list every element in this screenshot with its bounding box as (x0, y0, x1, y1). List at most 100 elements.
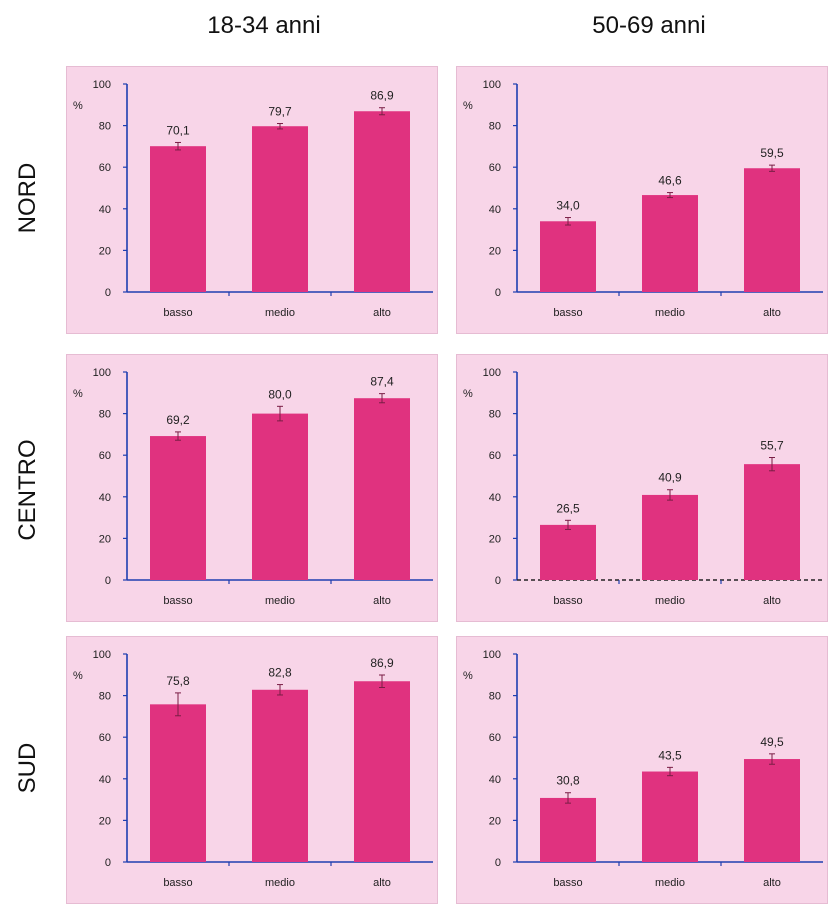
y-tick-label: 20 (99, 245, 111, 257)
y-tick-label: 80 (489, 691, 501, 703)
category-label: medio (265, 877, 295, 889)
bar-medio (252, 689, 308, 862)
category-label: alto (373, 307, 391, 319)
y-tick-label: 80 (489, 121, 501, 133)
data-label: 55,7 (760, 438, 784, 452)
category-label: basso (553, 307, 582, 319)
bar-chart-svg: 0 20 40 60 80 100% 34,0 basso 46,6 medio 59,5 alto (463, 79, 823, 319)
bar-alto (354, 111, 410, 292)
y-tick-label: 40 (99, 774, 111, 786)
y-tick-label: 40 (489, 204, 501, 216)
y-tick-label: 0 (105, 857, 111, 869)
data-label: 70,1 (166, 123, 190, 137)
category-label: medio (655, 307, 685, 319)
bar-chart-svg: 0 20 40 60 80 100% 30,8 basso 43,5 medio 49,5 alto (463, 649, 823, 889)
y-tick-label: 40 (489, 774, 501, 786)
bar-basso (540, 797, 596, 862)
y-tick-label: 100 (93, 367, 111, 379)
bar-alto (354, 681, 410, 862)
data-label: 69,2 (166, 413, 190, 427)
bar-medio (252, 413, 308, 580)
bar-alto (354, 398, 410, 580)
y-tick-label: 80 (99, 121, 111, 133)
bar-basso (150, 704, 206, 862)
data-label: 87,4 (370, 375, 394, 389)
category-label: medio (265, 595, 295, 607)
y-tick-label: 100 (93, 649, 111, 661)
data-label: 82,8 (268, 666, 292, 680)
bar-alto (744, 759, 800, 862)
y-tick-label: 60 (99, 450, 111, 462)
y-tick-label: 0 (105, 287, 111, 299)
bar-basso (150, 436, 206, 580)
category-label: alto (763, 877, 781, 889)
category-label: alto (373, 595, 391, 607)
column-header-18-34: 18-34 anni (207, 12, 321, 39)
y-tick-label: 0 (495, 575, 501, 587)
y-tick-label: 80 (489, 409, 501, 421)
data-label: 40,9 (658, 471, 682, 485)
data-label: 86,9 (370, 656, 394, 670)
y-tick-label: 60 (99, 732, 111, 744)
bar-chart-svg: 0 20 40 60 80 100% 26,5 basso 40,9 medio 55,7 alto (463, 367, 823, 607)
category-label: medio (655, 877, 685, 889)
bar-basso (150, 146, 206, 292)
data-label: 79,7 (268, 105, 292, 119)
data-label: 26,5 (556, 501, 580, 515)
y-tick-label: 60 (489, 162, 501, 174)
bar-chart-svg: 0 20 40 60 80 100% 70,1 basso 79,7 medio 86,9 alto (73, 79, 433, 319)
y-tick-label: 40 (99, 204, 111, 216)
panel-sud-50-69: 0 20 40 60 80 100% 30,8 basso 43,5 medio 49,5 alto (456, 636, 828, 904)
category-label: basso (553, 877, 582, 889)
data-label: 30,8 (556, 774, 580, 788)
panel-centro-18-34: 0 20 40 60 80 100% 69,2 basso 80,0 medio 87,4 alto (66, 354, 438, 622)
panel-nord-50-69: 0 20 40 60 80 100% 34,0 basso 46,6 medio 59,5 alto (456, 66, 828, 334)
data-label: 43,5 (658, 748, 682, 762)
y-tick-label: 100 (483, 649, 501, 661)
y-tick-label: 60 (99, 162, 111, 174)
category-label: medio (265, 307, 295, 319)
y-tick-label: 40 (489, 492, 501, 504)
y-tick-label: 20 (489, 245, 501, 257)
y-tick-label: 0 (105, 575, 111, 587)
y-tick-label: 0 (495, 857, 501, 869)
category-label: alto (373, 877, 391, 889)
y-axis-unit-label: % (463, 670, 473, 682)
y-tick-label: 60 (489, 732, 501, 744)
bar-alto (744, 168, 800, 292)
bar-chart-svg: 0 20 40 60 80 100% 69,2 basso 80,0 medio 87,4 alto (73, 367, 433, 607)
y-tick-label: 100 (483, 367, 501, 379)
category-label: basso (163, 307, 192, 319)
bar-chart-svg: 0 20 40 60 80 100% 75,8 basso 82,8 medio 86,9 alto (73, 649, 433, 889)
y-axis-unit-label: % (73, 670, 83, 682)
panel-centro-50-69: 0 20 40 60 80 100% 26,5 basso 40,9 medio 55,7 alto (456, 354, 828, 622)
y-tick-label: 80 (99, 691, 111, 703)
bar-alto (744, 464, 800, 580)
category-label: basso (163, 595, 192, 607)
bar-medio (642, 494, 698, 580)
panel-nord-18-34: 0 20 40 60 80 100% 70,1 basso 79,7 medio 86,9 alto (66, 66, 438, 334)
bar-basso (540, 221, 596, 292)
y-tick-label: 20 (489, 815, 501, 827)
panel-sud-18-34: 0 20 40 60 80 100% 75,8 basso 82,8 medio 86,9 alto (66, 636, 438, 904)
y-axis-unit-label: % (463, 388, 473, 400)
data-label: 86,9 (370, 89, 394, 103)
category-label: medio (655, 595, 685, 607)
data-label: 59,5 (760, 146, 784, 160)
y-tick-label: 60 (489, 450, 501, 462)
y-tick-label: 0 (495, 287, 501, 299)
y-tick-label: 100 (93, 79, 111, 91)
y-axis-unit-label: % (463, 100, 473, 112)
y-axis-unit-label: % (73, 388, 83, 400)
data-label: 49,5 (760, 735, 784, 749)
category-label: basso (553, 595, 582, 607)
data-label: 46,6 (658, 174, 682, 188)
category-label: basso (163, 877, 192, 889)
bar-medio (642, 771, 698, 862)
bar-medio (252, 126, 308, 292)
y-tick-label: 40 (99, 492, 111, 504)
category-label: alto (763, 595, 781, 607)
y-tick-label: 100 (483, 79, 501, 91)
y-tick-label: 20 (99, 815, 111, 827)
